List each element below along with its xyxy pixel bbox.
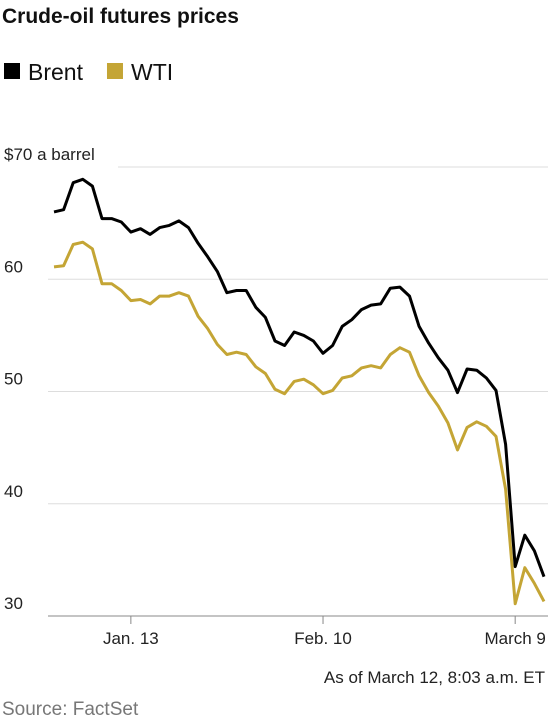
- x-tick-label: March 9: [484, 629, 545, 648]
- legend-label: WTI: [131, 59, 173, 85]
- y-tick-label: $70 a barrel: [4, 145, 95, 164]
- x-tick-label: Jan. 13: [103, 629, 159, 648]
- legend-label: Brent: [28, 59, 84, 85]
- y-tick-label: 30: [4, 594, 23, 613]
- y-tick-label: 40: [4, 482, 23, 501]
- source: Source: FactSet: [2, 699, 139, 720]
- series-line: [53, 177, 546, 578]
- x-tick-label: Feb. 10: [294, 629, 352, 648]
- series-line: [53, 240, 546, 606]
- legend-swatch: [106, 63, 123, 79]
- y-tick-label: 50: [4, 370, 23, 389]
- note: As of March 12, 8:03 a.m. ET: [324, 668, 545, 687]
- legend-swatch: [4, 63, 20, 79]
- chart-title: Crude-oil futures prices: [2, 5, 239, 28]
- y-tick-label: 60: [4, 257, 23, 276]
